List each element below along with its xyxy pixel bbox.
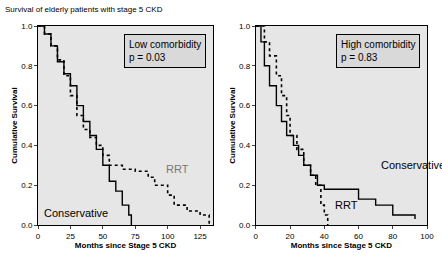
svg-text:0.2: 0.2 [21,181,33,190]
svg-text:Conservative: Conservative [381,159,442,171]
svg-text:0.6: 0.6 [21,101,33,110]
svg-text:50: 50 [98,232,107,241]
svg-text:0.4: 0.4 [21,141,33,150]
svg-text:Months since Stage 5 CKD: Months since Stage 5 CKD [291,241,393,250]
svg-text:0.6: 0.6 [239,101,251,110]
svg-text:RRT: RRT [335,199,358,211]
svg-text:60: 60 [354,232,363,241]
svg-text:0.2: 0.2 [239,181,251,190]
svg-text:High comorbidityp = 0.83: High comorbidityp = 0.83 [341,39,415,63]
svg-text:100: 100 [161,232,175,241]
svg-text:Conservative: Conservative [44,207,108,219]
svg-text:0.0: 0.0 [21,221,33,230]
svg-text:0.0: 0.0 [239,221,251,230]
svg-text:1.0: 1.0 [21,22,33,31]
svg-text:RRT: RRT [166,163,189,175]
svg-text:0.4: 0.4 [239,141,251,150]
svg-text:Cumulative Survival: Cumulative Survival [10,87,19,163]
svg-text:Survival of elderly patients w: Survival of elderly patients with stage … [5,5,163,14]
svg-text:80: 80 [388,232,397,241]
svg-text:0: 0 [36,232,41,241]
svg-text:Cumulative Survival: Cumulative Survival [228,87,237,163]
svg-text:0: 0 [254,232,259,241]
svg-text:25: 25 [66,232,75,241]
svg-text:0.8: 0.8 [21,62,33,71]
svg-text:Months since Stage 5 CKD: Months since Stage 5 CKD [75,241,177,250]
svg-text:0.8: 0.8 [239,62,251,71]
svg-text:20: 20 [286,232,295,241]
svg-text:125: 125 [193,232,207,241]
svg-text:100: 100 [420,232,434,241]
svg-text:1.0: 1.0 [239,22,251,31]
svg-text:40: 40 [320,232,329,241]
svg-text:Low comorbidityp = 0.03: Low comorbidityp = 0.03 [129,39,201,63]
svg-text:75: 75 [131,232,140,241]
